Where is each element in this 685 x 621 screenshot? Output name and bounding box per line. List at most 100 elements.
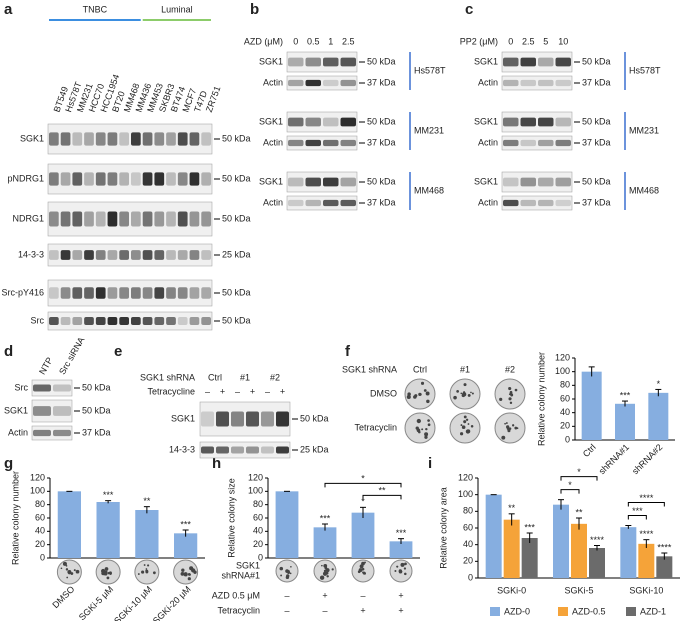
colony [459, 432, 464, 436]
band [166, 250, 176, 260]
band [503, 79, 519, 87]
band [555, 177, 571, 187]
row-label: Src-pY416 [1, 287, 44, 297]
band [95, 132, 106, 146]
band [72, 172, 83, 186]
significance-label: *** [620, 390, 631, 400]
significance-label: ** [575, 507, 583, 517]
colony [109, 573, 112, 575]
band [166, 317, 176, 325]
x-tick-label: DMSO [50, 584, 76, 610]
colony [427, 423, 431, 427]
bar [351, 512, 375, 558]
row-label: NDRG1 [12, 213, 44, 223]
band [107, 132, 118, 146]
band [305, 117, 321, 127]
band [131, 211, 141, 227]
significance-label: * [657, 379, 661, 389]
band [60, 250, 71, 260]
colony [406, 394, 411, 400]
band [201, 132, 211, 146]
significance-label: ** [508, 503, 516, 513]
colony [147, 564, 150, 567]
marker-label: 50 kDa [222, 133, 251, 143]
significance-label: * [361, 474, 365, 484]
row-label: SGK1 [20, 133, 44, 143]
colony [509, 401, 513, 405]
band [60, 132, 71, 146]
band [53, 406, 71, 416]
y-tick-label: 120 [30, 472, 45, 482]
bar [313, 527, 337, 558]
condition-sign: + [322, 590, 327, 600]
band [323, 139, 339, 147]
band [216, 411, 229, 427]
band [288, 139, 304, 147]
lane-label: 0 [508, 36, 513, 46]
row-label: Actin [478, 197, 498, 207]
lane-label: 0.5 [307, 36, 320, 46]
y-tick-label: 60 [253, 512, 263, 522]
colony [65, 565, 68, 567]
band [131, 287, 141, 299]
x-tick-label: shRNA#1 [597, 442, 631, 476]
significance-bracket [324, 482, 402, 488]
band [33, 406, 51, 416]
lane-label: NTP [37, 356, 55, 377]
y-tick-label: 20 [560, 421, 570, 431]
band [276, 411, 289, 427]
colony [508, 386, 512, 391]
colony [279, 566, 284, 571]
marker-label: 50 kDa [582, 116, 611, 126]
treatment-sign: + [220, 386, 225, 396]
band [288, 177, 304, 187]
band [84, 287, 94, 299]
band [201, 446, 214, 454]
band [49, 287, 59, 299]
band [119, 317, 129, 325]
treatment-sign: – [265, 386, 270, 396]
colony [404, 572, 407, 576]
band [189, 132, 200, 146]
colony [357, 570, 361, 574]
colony [460, 424, 463, 426]
colony [425, 391, 430, 396]
band [201, 172, 211, 186]
band [107, 211, 118, 227]
band [49, 250, 59, 260]
band [60, 287, 71, 299]
lane-label: 2.5 [342, 36, 355, 46]
colony [516, 427, 519, 430]
cell-line-label: MM231 [414, 125, 444, 135]
colony [461, 425, 466, 429]
band [189, 211, 200, 227]
row-label: SGK1 [474, 56, 498, 66]
y-tick-label: 80 [560, 380, 570, 390]
colony [188, 573, 191, 576]
colony [187, 577, 191, 581]
colony [104, 567, 109, 571]
cell-line-label: Hs578T [414, 65, 446, 75]
band [72, 211, 83, 227]
band [154, 250, 165, 260]
band [60, 317, 71, 325]
y-tick-label: 20 [35, 539, 45, 549]
row-label: Actin [478, 137, 498, 147]
marker-label: 37 kDa [367, 137, 396, 147]
blot [286, 111, 358, 133]
colony [467, 423, 470, 425]
marker-label: 50 kDa [300, 413, 329, 423]
condition-label: AZD 0.5 μM [212, 590, 260, 600]
colony [509, 391, 513, 395]
plate [95, 559, 121, 585]
cell-line-label: Hs578T [629, 65, 661, 75]
y-tick-label: 40 [35, 526, 45, 536]
significance-label: **** [639, 493, 654, 503]
colony [143, 564, 146, 566]
colony [280, 574, 283, 577]
blot [501, 171, 573, 193]
significance-label: *** [524, 522, 535, 532]
band [323, 117, 339, 127]
band [305, 177, 321, 187]
band [261, 411, 274, 427]
